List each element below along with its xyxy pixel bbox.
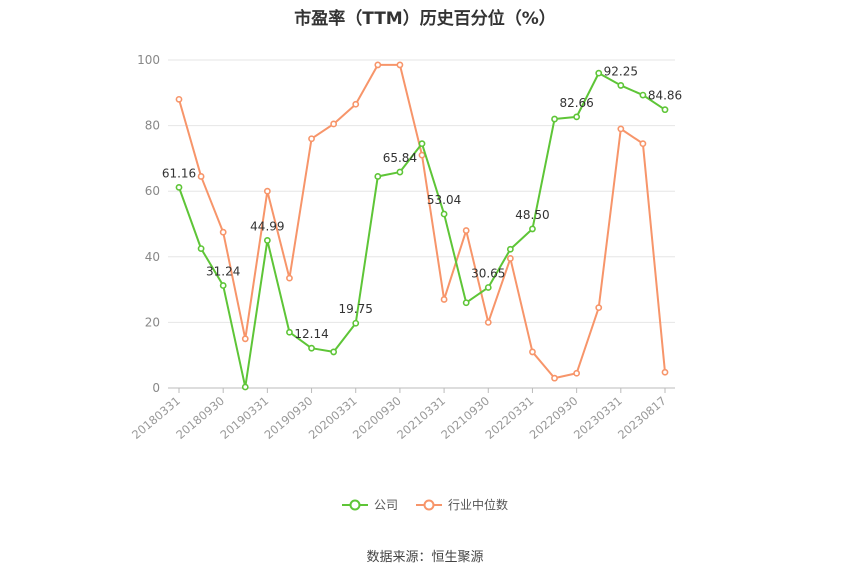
legend: 公司 行业中位数 — [0, 496, 850, 513]
series-0-point — [374, 173, 382, 180]
series-1-point — [330, 120, 338, 128]
series-1-point — [352, 100, 360, 108]
series-1-point — [241, 335, 249, 343]
chart-title: 市盈率（TTM）历史百分位（%） — [294, 9, 556, 29]
series-0-point — [551, 115, 558, 123]
x-tick-label: 20230817 — [615, 394, 669, 442]
series-1-point — [197, 173, 205, 180]
legend-industry-marker-icon — [416, 499, 442, 510]
series-0-point — [219, 282, 227, 289]
series-0-point — [573, 113, 581, 121]
series-1-point — [308, 135, 315, 143]
x-tick-label: 20210930 — [438, 394, 492, 442]
label-layer: 61.16 31.24 44.99 12.14 19.75 65.84 53.04 30.65… — [162, 64, 682, 341]
series-0-point — [506, 245, 514, 253]
series-1-point — [595, 304, 603, 312]
series-1-point — [506, 255, 514, 262]
x-tick-label: 20190331 — [217, 394, 271, 442]
grid-layer — [168, 59, 675, 323]
legend-item-industry-median[interactable]: 行业中位数 — [416, 496, 508, 513]
series-0-point — [529, 225, 536, 233]
series-1-point — [639, 140, 647, 148]
data-label: 61.16 — [162, 166, 196, 180]
series-layer — [175, 61, 669, 391]
series-0-point — [440, 210, 448, 218]
data-label: 31.24 — [206, 265, 240, 279]
legend-label-industry-median: 行业中位数 — [448, 498, 509, 512]
series-1-point — [573, 369, 581, 377]
series-1-point — [175, 95, 183, 103]
legend-label-company: 公司 — [373, 498, 398, 512]
series-1-point — [551, 374, 558, 382]
series-0-point — [286, 328, 293, 336]
series-0-point — [330, 348, 338, 356]
data-label: 92.25 — [604, 64, 638, 78]
x-tick-label: 20210331 — [394, 394, 448, 442]
y-tick-label: 60 — [145, 184, 160, 198]
series-0-point — [484, 284, 492, 291]
x-tick-label: 20180331 — [129, 394, 183, 442]
data-label: 44.99 — [250, 219, 284, 233]
series-0-point — [595, 69, 603, 77]
series-1-point — [462, 227, 470, 234]
x-tick-label: 20180930 — [173, 394, 227, 442]
series-1-point — [418, 151, 426, 159]
y-tick-label: 0 — [152, 381, 160, 395]
source-note: 数据来源：恒生聚源 — [366, 550, 484, 565]
axis-layer: 0 20 40 60 80 100 2018033120180930201903312019… — [129, 53, 675, 442]
series-0-point — [462, 299, 470, 307]
series-1-point — [286, 274, 293, 282]
legend-company-marker-icon — [341, 499, 368, 510]
x-tick-label: 20200930 — [350, 394, 404, 442]
series-1-point — [263, 187, 271, 195]
data-label: 53.04 — [427, 193, 461, 207]
series-0-point — [175, 183, 183, 191]
y-tick-label: 100 — [137, 53, 160, 67]
data-label: 84.86 — [648, 89, 682, 103]
series-0-point — [617, 82, 625, 89]
data-label: 12.14 — [294, 327, 328, 341]
series-0-point — [197, 245, 205, 252]
series-0-point — [639, 91, 647, 99]
series-0-point — [263, 237, 271, 244]
series-0-point — [241, 383, 249, 391]
series-1-point — [661, 368, 669, 376]
series-1-point — [529, 348, 536, 356]
data-label: 19.75 — [339, 302, 373, 316]
x-tick-label: 20220930 — [527, 394, 581, 442]
data-label: 48.50 — [515, 208, 549, 222]
y-tick-label: 80 — [145, 119, 160, 133]
series-1-point — [396, 61, 404, 69]
legend-item-company[interactable]: 公司 — [341, 496, 398, 513]
series-1-point — [484, 318, 492, 326]
y-tick-label: 40 — [145, 250, 160, 264]
series-1-point — [440, 296, 448, 303]
data-label: 30.65 — [471, 266, 505, 280]
x-tick-label: 20200331 — [306, 394, 360, 442]
series-1-point — [617, 125, 625, 133]
series-0-point — [396, 168, 404, 176]
y-tick-label: 20 — [145, 315, 160, 329]
data-label: 82.66 — [559, 96, 593, 110]
series-0-point — [418, 140, 426, 148]
series-0-point — [308, 344, 315, 352]
series-0-point — [352, 319, 360, 327]
x-tick-label: 20190930 — [262, 394, 316, 442]
x-tick-label: 20230331 — [571, 394, 625, 442]
series-1-point — [374, 61, 382, 69]
data-label: 65.84 — [383, 151, 417, 165]
series-0-point — [661, 106, 669, 114]
x-tick-label: 20220331 — [483, 394, 537, 442]
series-1-point — [219, 228, 227, 236]
